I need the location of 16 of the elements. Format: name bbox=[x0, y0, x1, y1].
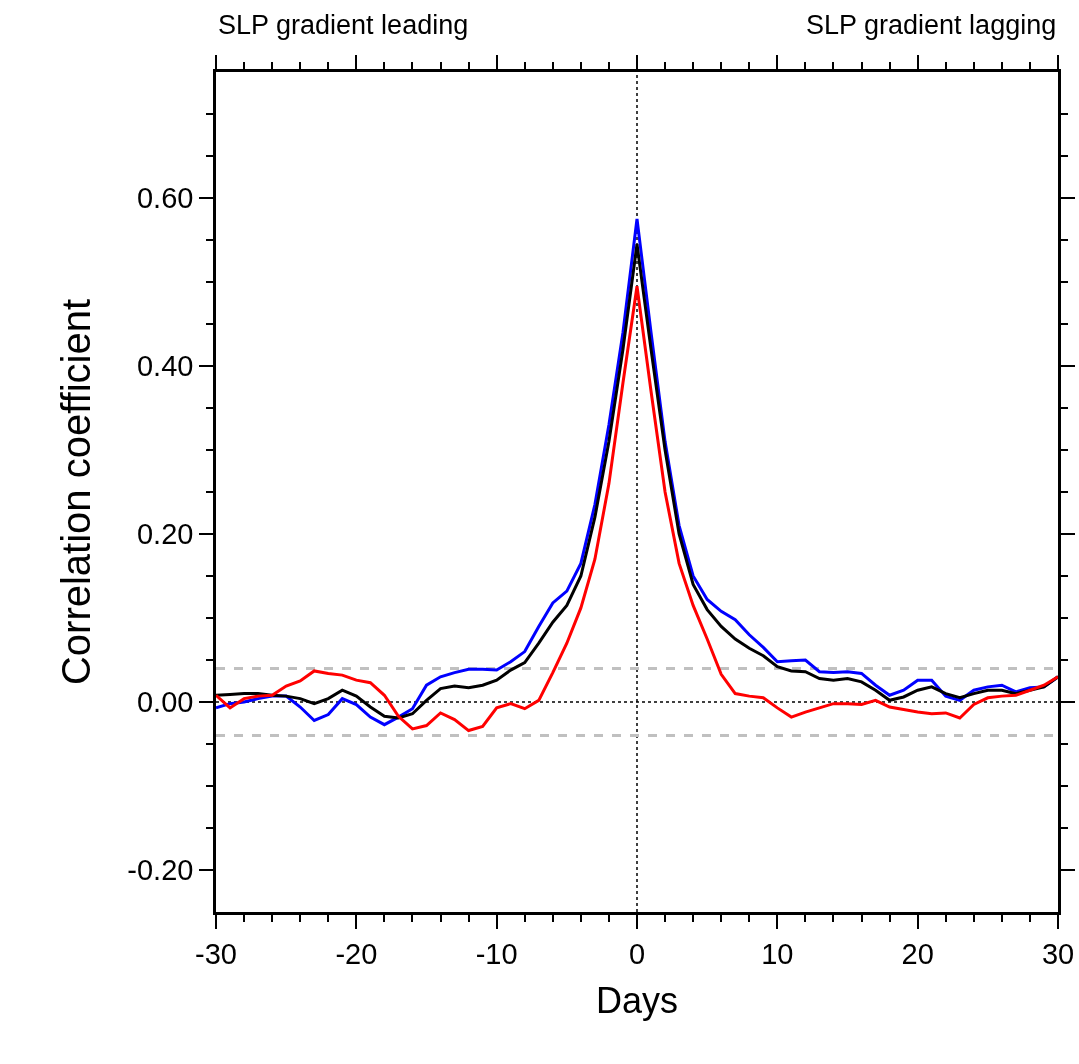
x-axis-title: Days bbox=[595, 980, 679, 1022]
x-tick-label: 30 bbox=[1041, 937, 1075, 970]
y-tick-label: 0.40 bbox=[137, 350, 194, 383]
y-tick-label: 0.20 bbox=[137, 518, 194, 551]
y-tick-label: -0.20 bbox=[127, 854, 194, 887]
text: SLP gradient leading bbox=[218, 10, 469, 40]
x-tick-label: -20 bbox=[335, 937, 378, 970]
y-axis-title: Correlation coefficient bbox=[53, 298, 98, 686]
y-tick-label: 0.60 bbox=[137, 182, 194, 215]
y-tick-label: 0.00 bbox=[137, 686, 194, 719]
text: SLP gradient lagging bbox=[806, 10, 1057, 40]
x-tick-label: -10 bbox=[475, 937, 518, 970]
x-tick-label: 0 bbox=[628, 937, 646, 970]
x-tick-label: 20 bbox=[901, 937, 934, 970]
x-tick-label: -30 bbox=[195, 937, 237, 970]
x-tick-label: 10 bbox=[761, 937, 794, 970]
